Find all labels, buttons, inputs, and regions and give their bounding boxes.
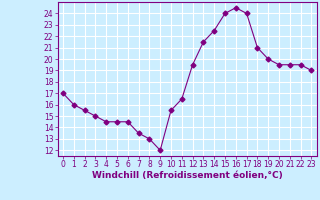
- X-axis label: Windchill (Refroidissement éolien,°C): Windchill (Refroidissement éolien,°C): [92, 171, 283, 180]
